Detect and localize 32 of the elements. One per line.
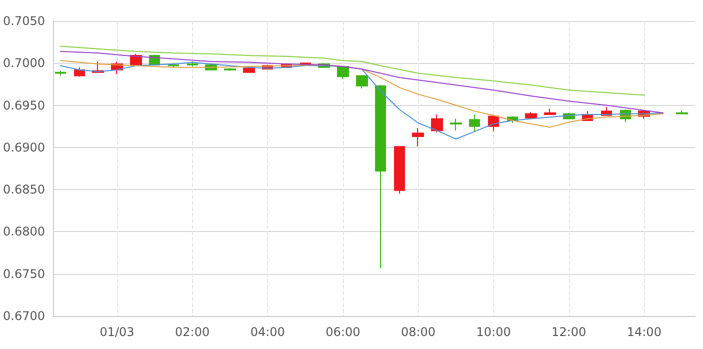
candlestick [544, 108, 556, 116]
y-tick-label: 0.6800 [2, 224, 45, 239]
candlestick [450, 118, 462, 132]
candlestick [375, 84, 386, 268]
x-tick-label: 04:00 [250, 325, 285, 339]
candlestick [525, 112, 537, 120]
x-tick-label: 01/03 [100, 325, 134, 339]
candlestick [74, 66, 85, 78]
y-tick-label: 0.6950 [2, 98, 45, 112]
candlestick [469, 114, 480, 132]
y-tick-label: 0.7050 [2, 14, 45, 28]
candlestick [394, 146, 405, 194]
candlestick [243, 68, 255, 73]
candlestick [356, 74, 368, 89]
x-tick-label: 06:00 [326, 325, 360, 339]
x-tick-label: 14:00 [626, 325, 662, 339]
candlestick [412, 128, 424, 148]
x-tick-label: 08:00 [400, 325, 436, 339]
candlestick [337, 66, 349, 80]
x-tick-label: 10:00 [476, 325, 511, 339]
candlestick [187, 60, 198, 68]
y-tick-label: 0.6900 [2, 140, 45, 154]
line-series [60, 62, 664, 140]
x-tick-label: 02:00 [175, 325, 210, 339]
y-tick-label: 0.7000 [2, 56, 45, 70]
candlestick [224, 68, 236, 72]
candlestick [431, 114, 443, 133]
y-tick-label: 0.6850 [2, 182, 45, 197]
y-tick-label: 0.6750 [2, 266, 45, 281]
candlestick [55, 70, 66, 76]
x-tick-label: 12:00 [552, 325, 586, 339]
y-tick-label: 0.6700 [2, 309, 45, 323]
